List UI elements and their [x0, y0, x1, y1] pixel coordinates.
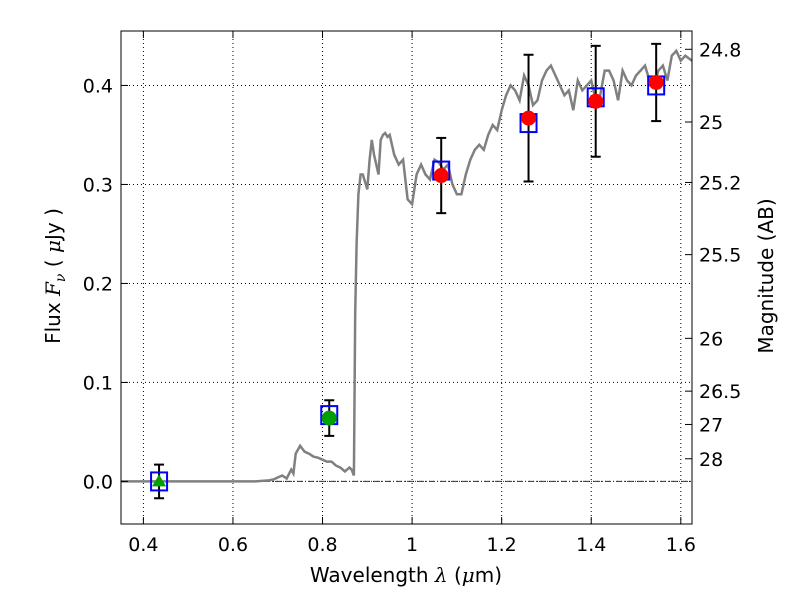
x-axis-unit: m)	[475, 563, 502, 587]
y-tick-label: 0.1	[83, 372, 113, 394]
data-point	[521, 110, 537, 126]
x-axis-lambda: λ	[434, 563, 448, 587]
x-tick-label: 0.6	[218, 534, 248, 556]
model-spectrum-line	[121, 48, 693, 483]
right-axis-label: Magnitude (AB)	[754, 198, 778, 353]
axis-ticks: 0.4 0.6 0.8 1 1.2 1.4 1.6 0.0 0.1 0.2 0.3 0.4 24.8 25…	[83, 31, 741, 556]
plot-frame	[120, 30, 693, 525]
right-axis-tick-label: 28	[699, 449, 723, 471]
x-tick-label: 1.6	[666, 534, 696, 556]
data-point	[321, 410, 337, 426]
y-axis-paren-open: (	[41, 253, 65, 274]
right-axis-tick-label: 26.5	[699, 381, 741, 403]
data-point	[648, 74, 664, 90]
y-axis-F: F	[41, 281, 65, 297]
y-axis-label: Flux Fν ( μJy )	[41, 208, 69, 344]
y-axis-mu: μ	[41, 240, 65, 253]
y-axis-unit: Jy )	[41, 208, 65, 242]
data-point	[588, 93, 604, 109]
grid	[121, 31, 692, 524]
x-axis-label-word: Wavelength	[310, 563, 435, 587]
right-axis-tick-label: 25.2	[699, 172, 741, 194]
y-tick-label: 0.2	[83, 273, 113, 295]
model-flux-box	[150, 471, 169, 492]
y-tick-label: 0.0	[83, 471, 113, 493]
x-tick-label: 0.8	[307, 534, 337, 556]
y-axis-label-word: Flux	[41, 296, 65, 344]
x-axis-paren-open: (	[448, 563, 462, 587]
right-axis-tick-label: 26	[699, 328, 723, 350]
right-axis-tick-label: 24.8	[699, 39, 741, 61]
x-tick-label: 0.4	[128, 534, 158, 556]
photometry-points	[150, 42, 666, 500]
x-tick-label: 1	[406, 534, 418, 556]
y-tick-label: 0.4	[83, 75, 113, 97]
right-axis-tick-label: 25.5	[699, 245, 741, 267]
y-tick-label: 0.3	[83, 174, 113, 196]
x-tick-label: 1.2	[487, 534, 517, 556]
right-axis-tick-label: 27	[699, 414, 723, 436]
x-tick-label: 1.4	[576, 534, 606, 556]
right-axis-tick-label: 25	[699, 112, 723, 134]
data-point	[433, 168, 449, 184]
data-point-triangle	[152, 474, 167, 487]
x-axis-mu: μ	[462, 563, 475, 587]
y-axis-nu: ν	[53, 273, 69, 282]
x-axis-label: Wavelength λ (μm)	[310, 563, 502, 587]
